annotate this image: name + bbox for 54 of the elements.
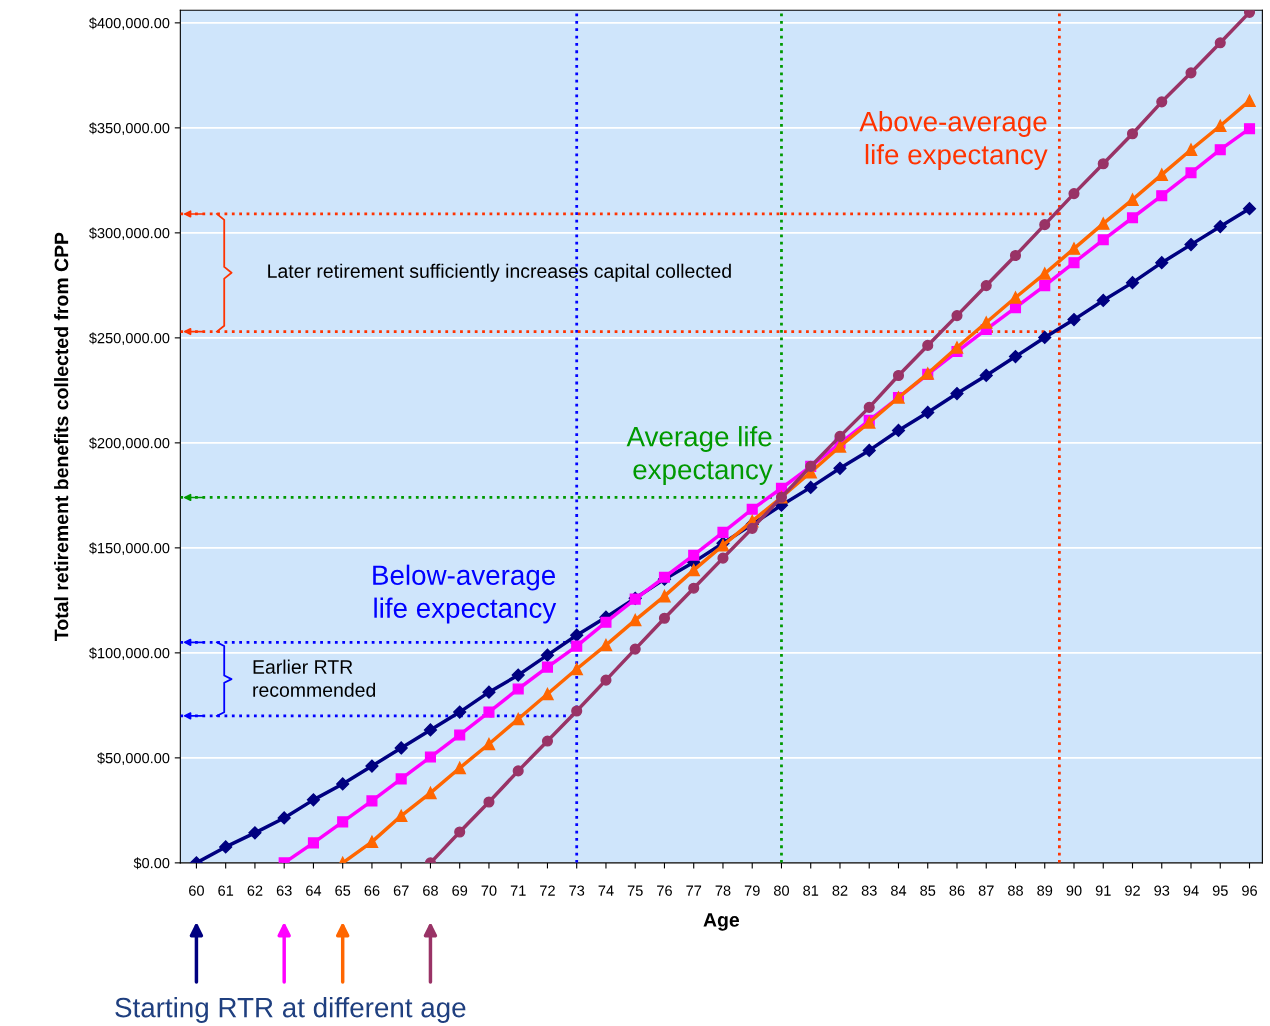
x-tick-label: 67 <box>393 885 409 896</box>
x-tick-label: 89 <box>1037 885 1053 896</box>
x-tick-label: 65 <box>335 885 351 896</box>
y-tick-label: $350,000.00 <box>88 122 170 136</box>
x-tick-label: 80 <box>774 885 790 896</box>
annotation: Below-average life expectancy <box>373 564 557 624</box>
x-tick-label: 83 <box>861 885 877 896</box>
x-tick-label: 93 <box>1154 885 1170 896</box>
x-tick-label: 79 <box>744 885 760 896</box>
x-tick-label: 82 <box>832 885 848 896</box>
x-tick-label: 76 <box>657 885 672 896</box>
y-axis-title: Total retirement benefits collected from CPP <box>54 232 69 641</box>
x-tick-label: 91 <box>1095 885 1111 896</box>
x-axis-title: Age <box>703 913 740 931</box>
x-tick-label: 90 <box>1066 885 1082 896</box>
x-tick-label: 84 <box>891 885 907 896</box>
y-tick-label: $300,000.00 <box>88 227 170 241</box>
annotation: Average life expectancy <box>626 426 773 485</box>
x-tick-label: 68 <box>423 885 438 896</box>
y-tick-label: $250,000.00 <box>88 332 170 346</box>
x-tick-label: 61 <box>218 885 234 896</box>
x-tick-label: 72 <box>540 885 555 896</box>
x-tick-label: 73 <box>569 885 585 896</box>
annotation: Above-average life expectancy <box>859 111 1048 170</box>
y-tick-label: $100,000.00 <box>88 647 170 661</box>
x-tick-label: 64 <box>306 885 322 896</box>
x-tick-label: 96 <box>1242 885 1257 896</box>
y-tick-label: $150,000.00 <box>88 542 170 556</box>
x-tick-label: 78 <box>715 885 731 896</box>
y-tick-label: $200,000.00 <box>88 437 170 451</box>
y-tick-label: $0.00 <box>133 857 170 870</box>
x-tick-label: 74 <box>598 885 614 896</box>
x-tick-label: 85 <box>920 885 936 896</box>
x-tick-label: 92 <box>1125 885 1140 896</box>
x-tick-label: 62 <box>247 885 263 896</box>
x-tick-label: 95 <box>1212 885 1228 896</box>
x-tick-label: 63 <box>276 885 292 896</box>
annotation: Later retirement sufficiently increases capital collected <box>268 263 731 282</box>
x-tick-label: 77 <box>686 885 702 896</box>
x-tick-label: 86 <box>949 885 965 896</box>
x-tick-label: 75 <box>627 885 643 896</box>
annotation: Earlier RTR recommended <box>253 659 376 697</box>
x-tick-label: 87 <box>978 885 994 896</box>
text: Starting RTR at different age <box>115 997 466 1023</box>
x-tick-label: 60 <box>189 885 204 896</box>
x-tick-label: 66 <box>364 885 380 896</box>
y-tick-label: $400,000.00 <box>88 17 170 31</box>
x-tick-label: 88 <box>1008 885 1023 896</box>
x-tick-label: 69 <box>452 885 468 896</box>
x-tick-label: 70 <box>481 885 497 896</box>
x-tick-label: 71 <box>510 885 526 896</box>
y-tick-label: $50,000.00 <box>97 752 170 766</box>
x-tick-label: 94 <box>1183 885 1199 896</box>
x-tick-label: 81 <box>803 885 819 896</box>
